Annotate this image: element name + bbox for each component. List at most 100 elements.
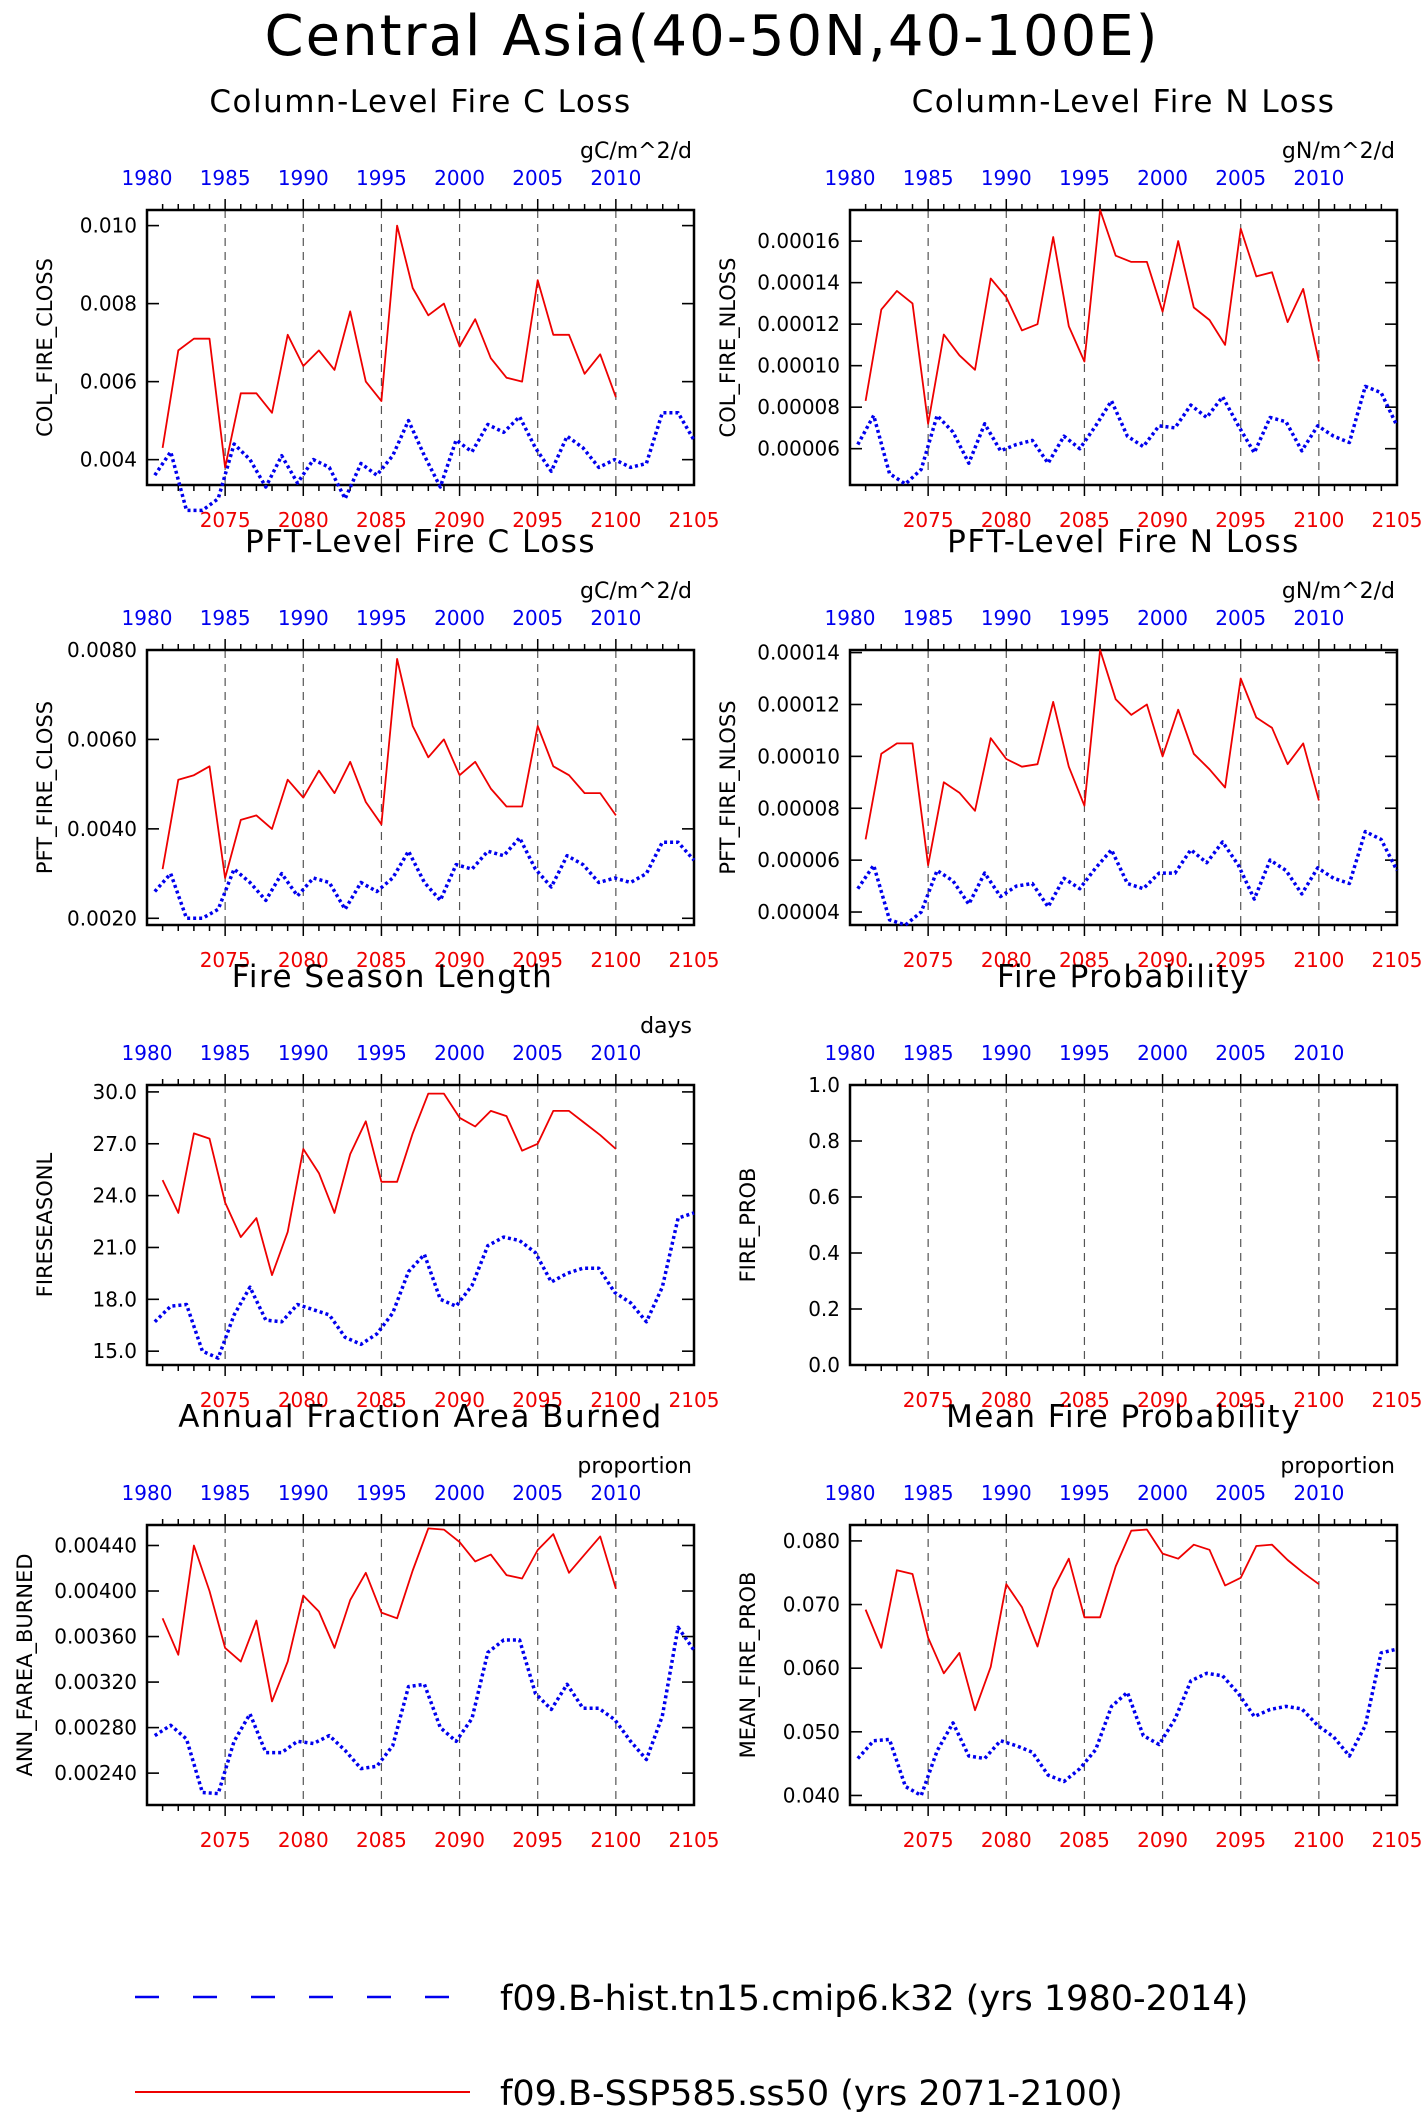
x-tick-label-top: 2000 [1137,606,1188,630]
y-tick-label: 30.0 [92,1080,137,1104]
x-tick-label-top: 1985 [903,606,954,630]
chart-title: PFT-Level Fire N Loss [947,524,1300,560]
y-tick-label: 0.00008 [757,395,840,419]
x-tick-label-bottom: 2100 [590,948,641,972]
x-tick-label-bottom: 2100 [590,1388,641,1412]
chart-title: Column-Level Fire C Loss [209,84,631,120]
plot-frame [145,208,696,487]
y-tick-label: 0.010 [80,214,137,238]
y-tick-label: 21.0 [92,1235,137,1259]
x-tick-label-top: 1985 [903,1041,954,1065]
page-title: Central Asia(40-50N,40-100E) [265,4,1160,69]
x-tick-label-top: 1985 [903,1481,954,1505]
x-tick-label-top: 1990 [981,166,1032,190]
y-tick-label: 0.00006 [757,848,840,872]
chart-title: Column-Level Fire N Loss [912,84,1336,120]
y-tick-label: 24.0 [92,1184,137,1208]
x-tick-label-top: 1980 [122,1041,173,1065]
x-tick-label-top: 2000 [1137,1481,1188,1505]
x-tick-label-top: 1995 [1059,166,1110,190]
y-axis-label: FIRE_PROB [736,1168,761,1283]
units-label: gN/m^2/d [1282,579,1395,604]
chart-panel: Fire Probability 2075 2080 2085 2090 2095 2100… [736,959,1422,1412]
y-tick-label: 0.00240 [54,1761,137,1785]
y-tick-label: 0.00400 [54,1579,137,1603]
legend-label-ssp: f09.B-SSP585.ss50 (yrs 2071-2100) [500,2074,1123,2114]
series-line-ssp [864,209,1320,425]
x-tick-label-top: 1980 [825,1481,876,1505]
x-tick-label-bottom: 2085 [356,508,407,532]
units-label: proportion [577,1454,692,1479]
y-axis-label: COL_FIRE_CLOSS [33,258,58,437]
y-tick-label: 0.050 [783,1720,840,1744]
x-tick-label-top: 2005 [1215,1041,1266,1065]
x-tick-label-bottom: 2080 [981,508,1032,532]
units-label: proportion [1280,1454,1395,1479]
y-tick-label: 0.006 [80,370,137,394]
x-tick-label-top: 1990 [278,1041,329,1065]
y-tick-label: 0.0080 [67,638,137,662]
chart-panel: Column-Level Fire C Loss gC/m^2/d 2075 2080… [33,84,719,532]
y-tick-label: 0.00004 [757,900,840,924]
chart-panel: PFT-Level Fire C Loss gC/m^2/d 2075 2080 208… [33,524,719,972]
x-tick-label-top: 1985 [200,166,251,190]
chart-title: PFT-Level Fire C Loss [245,524,596,560]
plot-frame [848,1083,1399,1367]
chart-panel: Annual Fraction Area Burned proportion 207… [13,1399,719,1852]
legend-label-hist: f09.B-hist.tn15.cmip6.k32 (yrs 1980-2014… [500,1979,1248,2019]
x-tick-label-top: 2010 [590,166,641,190]
x-tick-label-bottom: 2090 [1137,1828,1188,1852]
x-tick-label-top: 1995 [1059,1481,1110,1505]
y-tick-label: 0.00016 [757,229,840,253]
x-tick-label-top: 1995 [356,1481,407,1505]
x-tick-label-bottom: 2095 [512,508,563,532]
x-tick-label-top: 2000 [434,1481,485,1505]
x-tick-label-top: 1980 [122,166,173,190]
y-tick-label: 0.00320 [54,1670,137,1694]
x-tick-label-top: 1990 [981,1041,1032,1065]
x-tick-label-top: 2005 [1215,1481,1266,1505]
series-line-ssp [161,658,617,879]
x-tick-label-bottom: 2080 [278,948,329,972]
y-axis-label: MEAN_FIRE_PROB [736,1572,761,1759]
y-tick-label: 0.00014 [757,641,840,665]
x-tick-label-top: 1990 [278,606,329,630]
x-tick-label-bottom: 2090 [434,948,485,972]
y-axis-label: ANN_FAREA_BURNED [13,1553,38,1776]
x-tick-label-bottom: 2080 [981,948,1032,972]
x-tick-label-top: 1995 [356,606,407,630]
x-tick-label-bottom: 2075 [903,1388,954,1412]
x-tick-label-bottom: 2090 [434,1388,485,1412]
series-line-hist [153,836,696,921]
series-line-hist [856,829,1399,927]
x-tick-label-top: 1980 [825,166,876,190]
y-tick-label: 0.00006 [757,437,840,461]
x-tick-label-top: 2000 [434,1041,485,1065]
x-tick-label-top: 2005 [512,166,563,190]
x-tick-label-top: 1990 [981,1481,1032,1505]
x-tick-label-bottom: 2100 [1293,1388,1344,1412]
x-tick-label-top: 2005 [512,1481,563,1505]
x-tick-label-bottom: 2085 [356,1388,407,1412]
x-tick-label-top: 1985 [200,1481,251,1505]
x-tick-label-bottom: 2085 [1059,1388,1110,1412]
x-tick-label-top: 1995 [1059,606,1110,630]
x-tick-label-bottom: 2095 [1215,508,1266,532]
chart-title: Mean Fire Probability [946,1399,1301,1435]
x-tick-label-top: 1985 [903,166,954,190]
plot-frame [145,1083,696,1367]
x-tick-label-bottom: 2075 [200,1388,251,1412]
chart-title: Fire Season Length [232,959,553,995]
x-tick-label-top: 2010 [1293,166,1344,190]
x-tick-label-bottom: 2075 [903,508,954,532]
y-tick-label: 0.040 [783,1783,840,1807]
x-tick-label-top: 2005 [512,1041,563,1065]
x-tick-label-top: 1980 [122,606,173,630]
x-tick-label-top: 1980 [825,1041,876,1065]
x-tick-label-top: 1995 [1059,1041,1110,1065]
x-tick-label-bottom: 2105 [1372,1828,1423,1852]
y-axis-label: COL_FIRE_NLOSS [716,258,741,438]
x-tick-label-top: 2000 [1137,166,1188,190]
y-tick-label: 0.004 [80,448,137,472]
x-tick-label-bottom: 2085 [1059,508,1110,532]
